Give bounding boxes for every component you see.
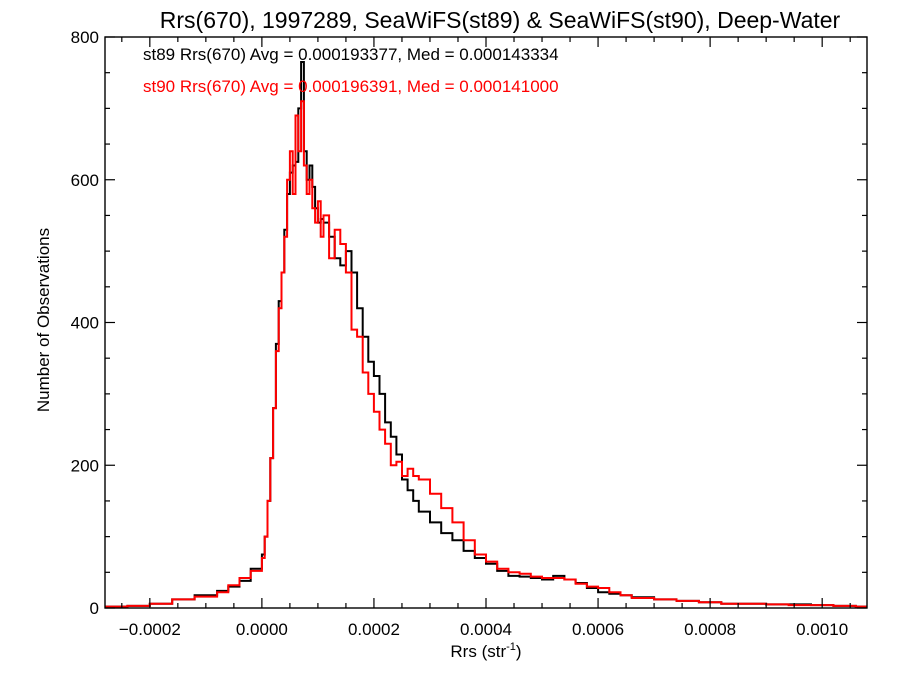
series-line-st90	[105, 100, 867, 608]
y-tick-label: 800	[71, 28, 99, 47]
chart-title: Rrs(670), 1997289, SeaWiFS(st89) & SeaWi…	[160, 7, 841, 33]
y-tick-label: 600	[71, 171, 99, 190]
y-tick-label: 200	[71, 456, 99, 475]
axis-ticks: −0.0002 0.0000 0.0002 0.0004 0.0006 0.0008 0.0…	[71, 28, 867, 639]
x-tick-label: −0.0002	[119, 620, 181, 639]
x-tick-label: 0.0004	[460, 620, 512, 639]
annotation-st89: st89 Rrs(670) Avg = 0.000193377, Med = 0…	[143, 45, 559, 64]
x-tick-label: 0.0000	[236, 620, 288, 639]
annotation-st90: st90 Rrs(670) Avg = 0.000196391, Med = 0…	[143, 77, 559, 96]
x-axis-label: Rrs (str-1)	[450, 641, 521, 661]
x-axis-label-superscript: -1	[506, 641, 516, 653]
series-group	[105, 61, 867, 608]
y-tick-label: 400	[71, 314, 99, 333]
series-line-st89	[105, 61, 867, 608]
x-tick-label: 0.0010	[796, 620, 848, 639]
x-tick-label: 0.0002	[348, 620, 400, 639]
y-tick-label: 0	[90, 599, 99, 618]
x-tick-label: 0.0006	[572, 620, 624, 639]
plot-frame	[104, 36, 868, 609]
x-axis-label-main: Rrs (str	[450, 642, 506, 661]
y-axis-label: Number of Observations	[34, 228, 53, 412]
x-axis-label-end: )	[516, 642, 522, 661]
x-tick-label: 0.0008	[684, 620, 736, 639]
